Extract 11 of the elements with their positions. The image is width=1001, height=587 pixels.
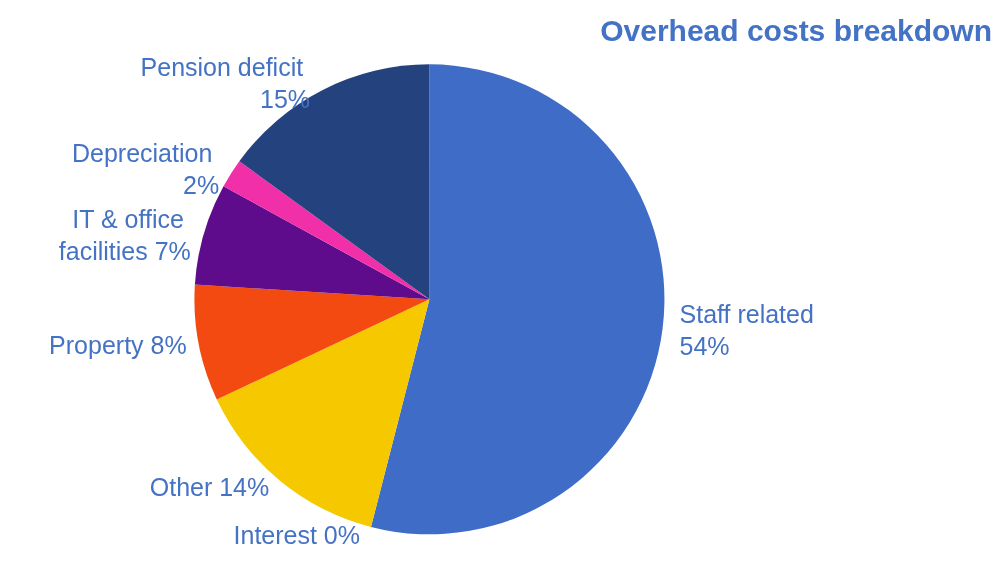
category-label: Interest 0% (233, 520, 360, 549)
data-label: 15% (260, 84, 311, 113)
chart-title: Overhead costs breakdown (600, 13, 993, 47)
slice-label: Other 14% (149, 472, 270, 501)
slice-label: Staff related (679, 299, 821, 328)
slice-label: Depreciation (71, 139, 220, 168)
slice-label: IT & office facilities 7% (58, 205, 191, 266)
slice-label: Pension deficit (140, 52, 311, 81)
data-label: 54% (679, 331, 730, 360)
data-label: 2% (183, 171, 220, 200)
slice-label: Property 8% (49, 330, 187, 359)
